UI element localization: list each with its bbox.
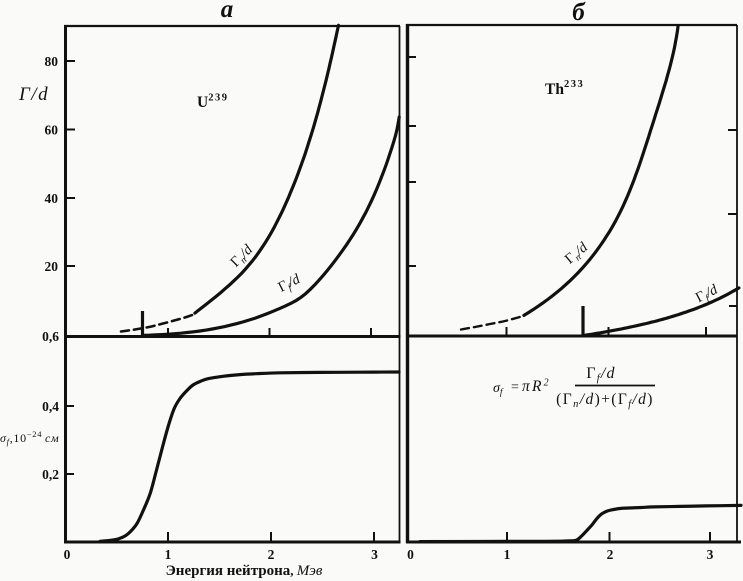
svg-text:б: б: [572, 0, 586, 26]
svg-text:80: 80: [45, 54, 59, 69]
svg-text:0: 0: [64, 547, 71, 562]
svg-text:Γf/d: Γf/d: [276, 271, 305, 298]
svg-text:1: 1: [504, 547, 511, 562]
svg-text:πR2: πR2: [522, 378, 551, 396]
svg-text:=: =: [511, 380, 519, 395]
svg-text:Энергия нейтрона, Мэв: Энергия нейтрона, Мэв: [166, 563, 323, 579]
svg-text:σf,10−24 см: σf,10−24 см: [0, 429, 59, 447]
svg-text:U239: U239: [197, 93, 228, 112]
svg-text:0,4: 0,4: [42, 399, 59, 414]
svg-text:Γ/d: Γ/d: [18, 84, 49, 105]
svg-text:3: 3: [707, 547, 714, 562]
svg-text:40: 40: [45, 191, 59, 206]
svg-text:3: 3: [371, 547, 378, 562]
svg-text:60: 60: [45, 123, 59, 138]
svg-text:Th233: Th233: [545, 79, 584, 98]
svg-text:σf: σf: [493, 381, 504, 398]
svg-text:а: а: [221, 0, 234, 23]
svg-text:Γn/d: Γn/d: [227, 241, 258, 272]
svg-text:Γn/d: Γn/d: [562, 239, 593, 269]
svg-text:20: 20: [45, 259, 59, 274]
svg-text:1: 1: [165, 547, 172, 562]
svg-text:0,2: 0,2: [42, 467, 59, 482]
svg-text:2: 2: [607, 547, 614, 562]
svg-text:Γf/d: Γf/d: [586, 365, 615, 384]
svg-text:0,6: 0,6: [42, 329, 59, 344]
svg-text:2: 2: [268, 547, 275, 562]
svg-text:0: 0: [407, 547, 414, 562]
svg-text:(Γn/d)+(Γf/d): (Γn/d)+(Γf/d): [556, 391, 654, 410]
